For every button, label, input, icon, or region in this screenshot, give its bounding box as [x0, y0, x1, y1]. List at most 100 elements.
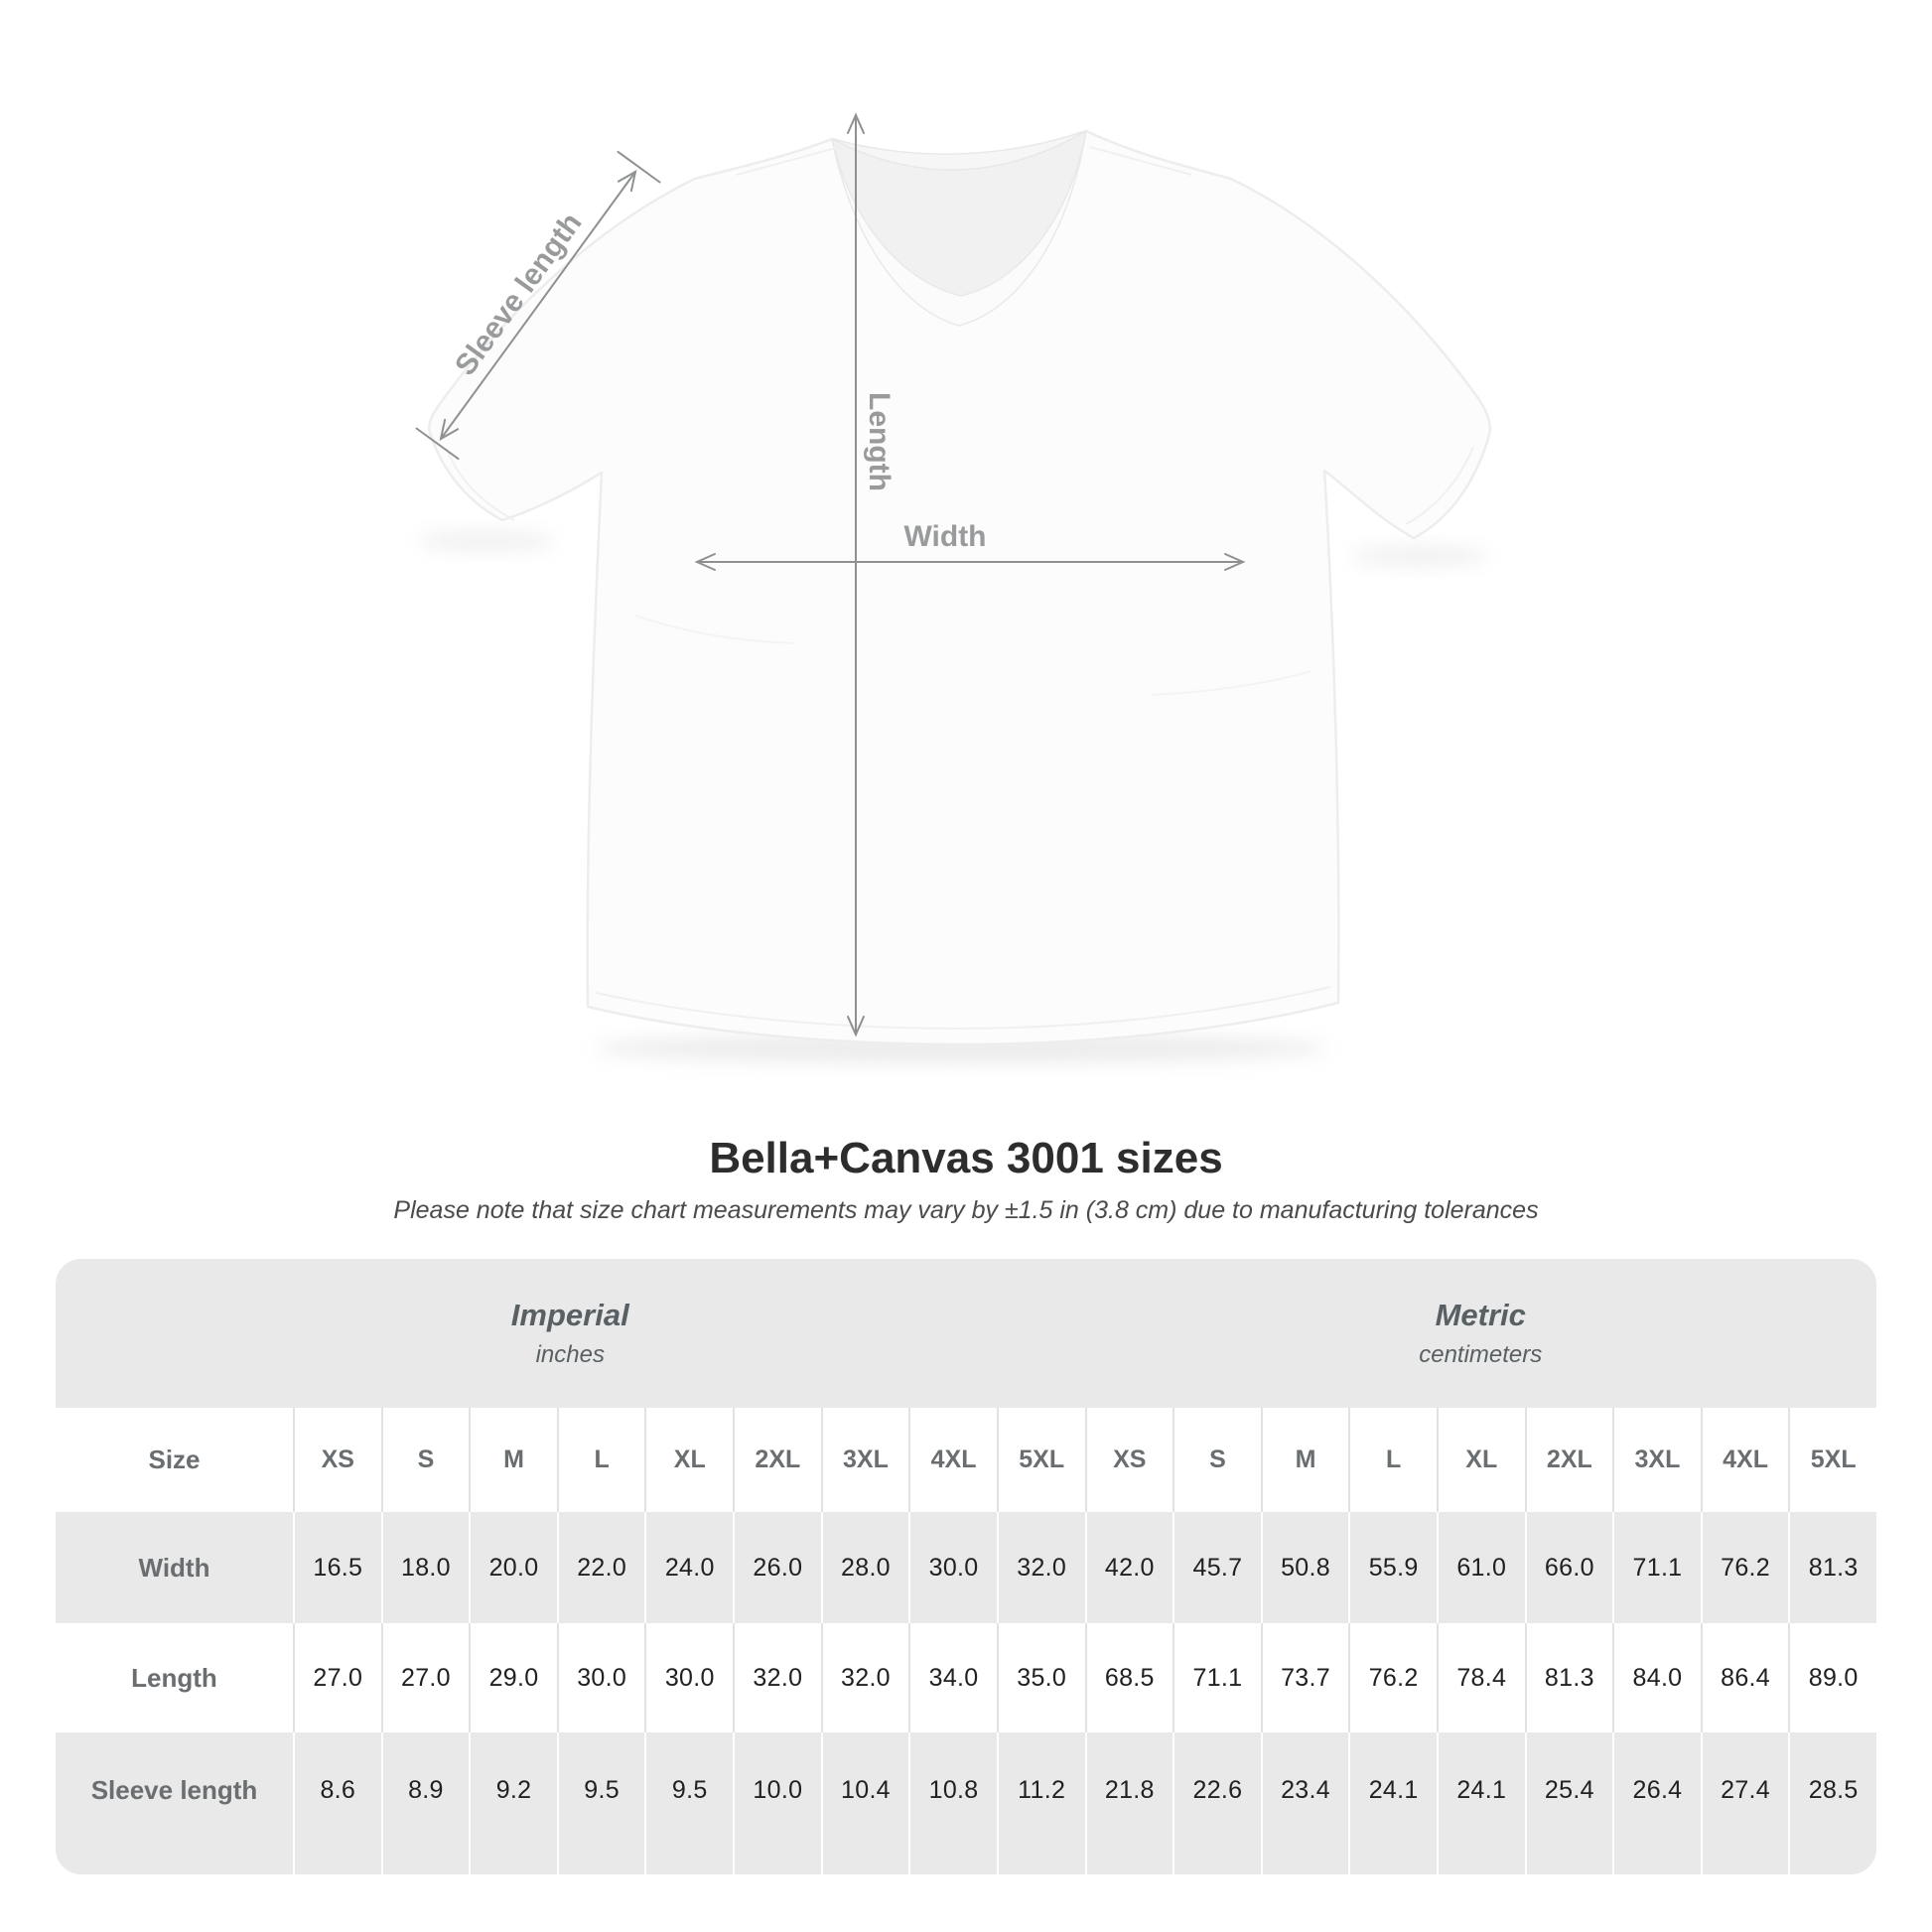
imperial-value-cell: 16.5 — [293, 1512, 381, 1624]
metric-value-cell: 86.4 — [1700, 1623, 1789, 1733]
sleeve-length-row: Sleeve length 8.6 8.9 9.2 9.5 9.5 10.0 10.4 10.8… — [56, 1732, 1876, 1875]
size-header-metric: XL — [1436, 1408, 1525, 1513]
imperial-value-cell: 10.4 — [820, 1732, 909, 1875]
size-header-imperial: 3XL — [820, 1408, 909, 1513]
metric-value-cell: 71.1 — [1173, 1623, 1261, 1733]
size-header-imperial: 4XL — [908, 1408, 997, 1513]
measurement-row-label: Sleeve length — [90, 1775, 258, 1806]
imperial-value-cell: 22.0 — [556, 1512, 645, 1624]
metric-value-cell: 22.6 — [1173, 1732, 1261, 1875]
size-header-imperial: XL — [644, 1408, 733, 1513]
metric-value-cell: 26.4 — [1612, 1732, 1701, 1875]
imperial-value-cell: 28.0 — [820, 1512, 909, 1624]
width-row: Width 16.5 18.0 20.0 22.0 24.0 26.0 28.0 30.0 32.… — [56, 1512, 1876, 1624]
collar-front-band — [831, 130, 1087, 327]
sleeve-length-arrow — [415, 150, 661, 461]
size-table: Imperial inches Metric centimeters Size X… — [56, 1259, 1877, 1875]
imperial-value-cell: 8.6 — [293, 1732, 381, 1875]
size-column-header: Size — [148, 1445, 201, 1475]
imperial-header-name: Imperial — [510, 1298, 629, 1333]
imperial-header-unit: inches — [535, 1341, 605, 1369]
imperial-value-cell: 27.0 — [293, 1623, 381, 1733]
imperial-value-cell: 24.0 — [644, 1512, 733, 1624]
width-label: Width — [903, 520, 986, 553]
imperial-value-cell: 8.9 — [380, 1732, 470, 1875]
size-header-imperial: 5XL — [996, 1408, 1085, 1513]
metric-value-cell: 76.2 — [1348, 1623, 1437, 1733]
size-header-metric: XS — [1084, 1408, 1173, 1513]
imperial-value-cell: 10.8 — [908, 1732, 997, 1875]
dimension-lines — [415, 112, 1246, 1037]
metric-value-cell: 24.1 — [1348, 1732, 1437, 1875]
metric-value-cell: 76.2 — [1700, 1512, 1789, 1624]
size-header-metric: 4XL — [1700, 1408, 1789, 1513]
size-header-imperial: 2XL — [733, 1408, 821, 1513]
size-header-metric: M — [1260, 1408, 1349, 1513]
metric-value-cell: 81.3 — [1524, 1623, 1613, 1733]
imperial-value-cell: 30.0 — [908, 1512, 997, 1624]
width-arrow — [694, 553, 1246, 571]
metric-value-cell: 61.0 — [1436, 1512, 1525, 1624]
tshirt-illustration: Width Length Sleeve length — [415, 112, 1492, 1063]
imperial-value-cell: 32.0 — [733, 1623, 821, 1733]
imperial-header: Imperial inches — [56, 1259, 1085, 1408]
size-header-metric: 3XL — [1612, 1408, 1701, 1513]
metric-value-cell: 42.0 — [1084, 1512, 1173, 1624]
imperial-value-cell: 11.2 — [996, 1732, 1085, 1875]
imperial-value-cell: 29.0 — [469, 1623, 557, 1733]
size-header-imperial: S — [380, 1408, 470, 1513]
metric-value-cell: 89.0 — [1788, 1623, 1876, 1733]
size-header-imperial: XS — [293, 1408, 381, 1513]
metric-value-cell: 84.0 — [1612, 1623, 1701, 1733]
unit-header-band: Imperial inches Metric centimeters — [56, 1259, 1877, 1409]
metric-header-name: Metric — [1435, 1298, 1526, 1333]
imperial-value-cell: 32.0 — [996, 1512, 1085, 1624]
page-title: Bella+Canvas 3001 sizes — [709, 1134, 1223, 1182]
measurement-row-label: Width — [138, 1552, 210, 1583]
size-header-imperial: L — [556, 1408, 645, 1513]
metric-value-cell: 73.7 — [1260, 1623, 1349, 1733]
imperial-value-cell: 35.0 — [996, 1623, 1085, 1733]
imperial-value-cell: 10.0 — [733, 1732, 821, 1875]
imperial-value-cell: 32.0 — [820, 1623, 909, 1733]
metric-value-cell: 81.3 — [1788, 1512, 1876, 1624]
metric-value-cell: 21.8 — [1084, 1732, 1173, 1875]
metric-value-cell: 78.4 — [1436, 1623, 1525, 1733]
size-header-metric: 5XL — [1788, 1408, 1876, 1513]
imperial-value-cell: 27.0 — [380, 1623, 470, 1733]
length-label: Length — [863, 392, 896, 491]
metric-value-cell: 24.1 — [1436, 1732, 1525, 1875]
imperial-value-cell: 26.0 — [733, 1512, 821, 1624]
imperial-value-cell: 30.0 — [644, 1623, 733, 1733]
tshirt-shadow — [417, 530, 1489, 1063]
tshirt-measurement-diagram: Width Length Sleeve length — [415, 112, 1492, 1063]
metric-header: Metric centimeters — [1085, 1259, 1877, 1408]
metric-value-cell: 45.7 — [1173, 1512, 1261, 1624]
title-section: Bella+Canvas 3001 sizes Please note that… — [0, 1134, 1932, 1225]
tshirt-shape — [428, 129, 1492, 1046]
metric-value-cell: 66.0 — [1524, 1512, 1613, 1624]
size-header-imperial: M — [469, 1408, 557, 1513]
page-subtitle: Please note that size chart measurements… — [393, 1196, 1539, 1225]
size-header-row: Size XS S M L XL 2XL 3XL 4XL 5XL XS S M L XL 2XL 3XL 4XL 5… — [56, 1408, 1876, 1513]
imperial-value-cell: 20.0 — [469, 1512, 557, 1624]
metric-value-cell: 28.5 — [1788, 1732, 1876, 1875]
metric-header-unit: centimeters — [1419, 1341, 1543, 1369]
length-arrow — [847, 112, 865, 1037]
tshirt-detail-seams — [446, 146, 1474, 1031]
size-header-metric: 2XL — [1524, 1408, 1613, 1513]
metric-value-cell: 50.8 — [1260, 1512, 1349, 1624]
metric-value-cell: 68.5 — [1084, 1623, 1173, 1733]
metric-value-cell: 71.1 — [1612, 1512, 1701, 1624]
imperial-value-cell: 9.5 — [644, 1732, 733, 1875]
metric-value-cell: 55.9 — [1348, 1512, 1437, 1624]
size-header-metric: L — [1348, 1408, 1437, 1513]
metric-value-cell: 25.4 — [1524, 1732, 1613, 1875]
metric-value-cell: 27.4 — [1700, 1732, 1789, 1875]
imperial-value-cell: 9.5 — [556, 1732, 645, 1875]
size-header-metric: S — [1173, 1408, 1261, 1513]
imperial-value-cell: 34.0 — [908, 1623, 997, 1733]
length-row: Length 27.0 27.0 29.0 30.0 30.0 32.0 32.0 34.0 35… — [56, 1623, 1876, 1733]
imperial-value-cell: 30.0 — [556, 1623, 645, 1733]
